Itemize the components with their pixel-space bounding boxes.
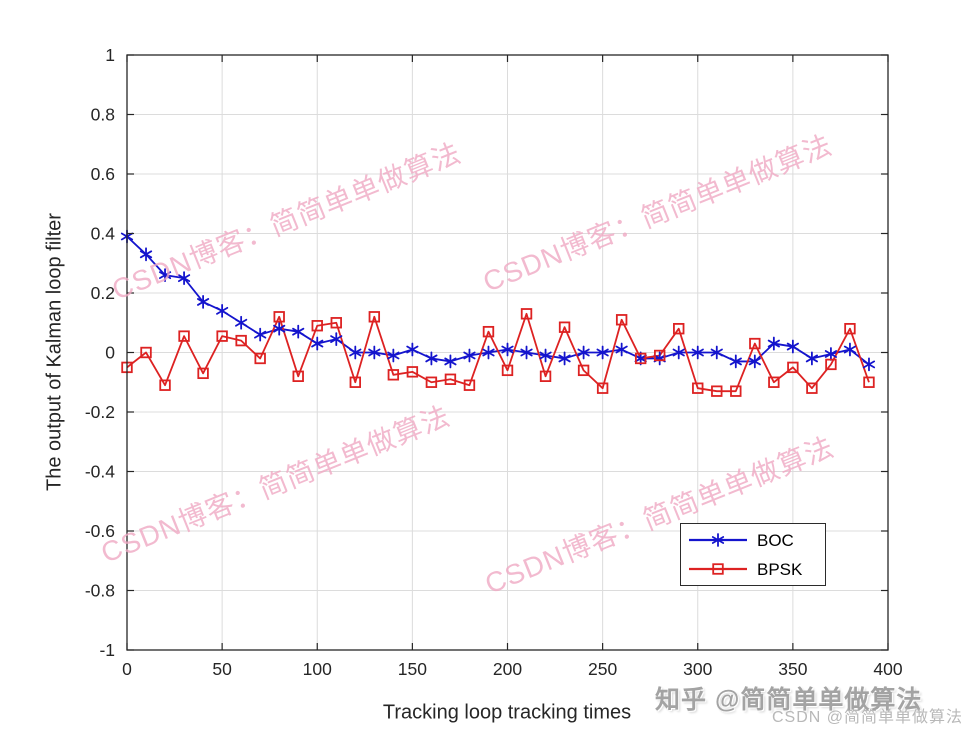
svg-text:0.4: 0.4 bbox=[91, 224, 116, 244]
svg-text:-0.8: -0.8 bbox=[85, 581, 115, 601]
legend-label-boc: BOC bbox=[757, 530, 794, 550]
svg-text:400: 400 bbox=[873, 659, 902, 679]
legend: BOC BPSK bbox=[680, 523, 826, 586]
svg-text:0: 0 bbox=[105, 343, 115, 363]
svg-text:-1: -1 bbox=[99, 640, 115, 660]
svg-text:-0.4: -0.4 bbox=[85, 462, 115, 482]
y-axis-label: The output of Kalman loop filter bbox=[43, 213, 66, 491]
svg-text:-0.6: -0.6 bbox=[85, 521, 115, 541]
watermark-zhihu: 知乎 @简简单单做算法 bbox=[655, 686, 923, 714]
x-axis-label: Tracking loop tracking times bbox=[382, 701, 632, 724]
legend-item-boc: BOC bbox=[681, 527, 825, 553]
svg-text:0.2: 0.2 bbox=[91, 283, 115, 303]
legend-item-bpsk: BPSK bbox=[681, 556, 825, 582]
svg-text:150: 150 bbox=[398, 659, 427, 679]
svg-text:0: 0 bbox=[122, 659, 132, 679]
svg-text:100: 100 bbox=[303, 659, 332, 679]
svg-text:250: 250 bbox=[588, 659, 617, 679]
bpsk-line-square-icon bbox=[689, 563, 747, 575]
svg-text:1: 1 bbox=[105, 45, 115, 65]
svg-text:300: 300 bbox=[683, 659, 712, 679]
svg-text:350: 350 bbox=[778, 659, 807, 679]
svg-text:0.8: 0.8 bbox=[91, 105, 115, 125]
svg-text:0.6: 0.6 bbox=[91, 164, 115, 184]
svg-text:200: 200 bbox=[493, 659, 522, 679]
svg-text:50: 50 bbox=[212, 659, 232, 679]
svg-text:-0.2: -0.2 bbox=[85, 402, 115, 422]
boc-line-asterisk-icon bbox=[689, 533, 747, 547]
watermark-csdn: CSDN @简简单单做算法 bbox=[772, 709, 964, 726]
legend-label-bpsk: BPSK bbox=[757, 559, 803, 579]
